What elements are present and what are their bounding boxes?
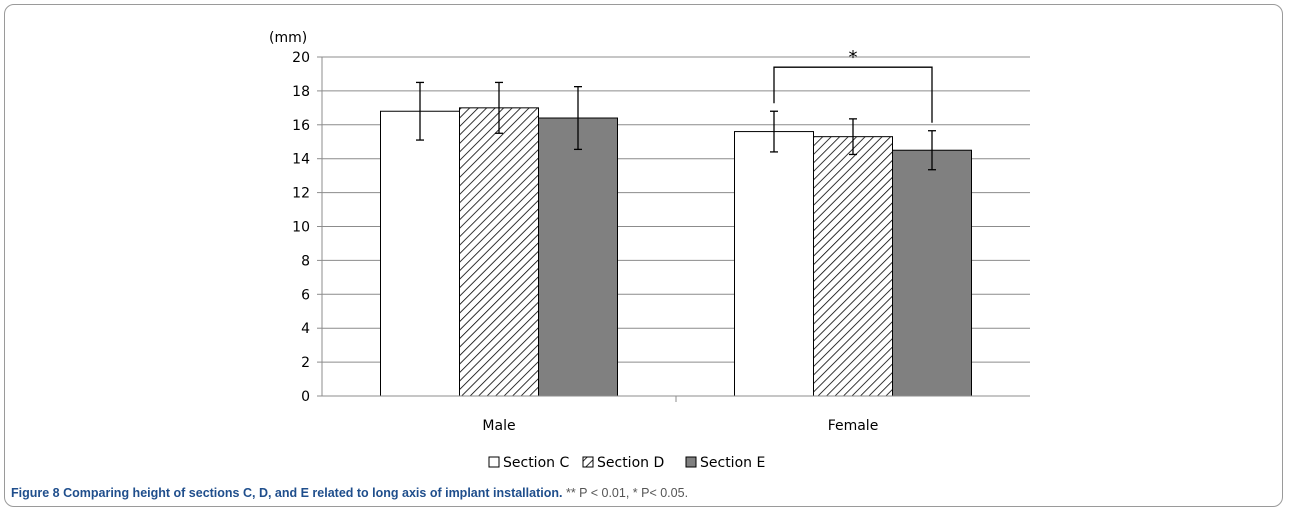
figure-caption: Figure 8 Comparing height of sections C,… xyxy=(11,486,1281,500)
y-tick-label: 4 xyxy=(301,321,310,337)
legend-label: Section E xyxy=(700,455,765,471)
caption-note: ** P < 0.01, * P< 0.05. xyxy=(565,486,689,500)
y-tick-label: 6 xyxy=(301,287,310,303)
bar-male-section-c xyxy=(380,110,460,397)
legend-label: Section C xyxy=(503,455,569,471)
bar-female-section-e xyxy=(892,149,972,397)
y-axis-unit-label: (mm) xyxy=(269,30,307,46)
y-tick-label: 8 xyxy=(301,253,310,269)
bar-female-section-c xyxy=(734,131,814,397)
figure-frame xyxy=(4,4,1283,507)
x-category-label: Male xyxy=(482,418,515,434)
y-tick-label: 20 xyxy=(292,50,310,66)
bar-male-section-e xyxy=(538,117,618,397)
bar-female-section-d xyxy=(813,136,893,397)
y-tick-label: 2 xyxy=(301,355,310,371)
y-tick-label: 18 xyxy=(292,84,310,100)
x-category-label: Female xyxy=(828,418,879,434)
legend-swatch xyxy=(685,456,697,468)
significance-marker: * xyxy=(849,47,858,68)
legend-label: Section D xyxy=(597,455,664,471)
legend-swatch xyxy=(488,456,500,468)
caption-title: Comparing height of sections C, D, and E… xyxy=(63,486,563,500)
y-tick-label: 14 xyxy=(292,152,310,168)
legend-swatch xyxy=(582,456,594,468)
y-tick-label: 0 xyxy=(301,389,310,405)
y-tick-label: 16 xyxy=(292,118,310,134)
caption-label: Figure 8 xyxy=(11,486,60,500)
y-tick-label: 10 xyxy=(292,220,310,236)
bar-male-section-d xyxy=(459,107,539,397)
bar-chart: 0 2 4 6 8 10 12 14 16 18 20 (mm) Male Female * Sectio… xyxy=(269,30,1030,471)
significance-bracket xyxy=(773,66,933,123)
y-tick-label: 12 xyxy=(292,186,310,202)
